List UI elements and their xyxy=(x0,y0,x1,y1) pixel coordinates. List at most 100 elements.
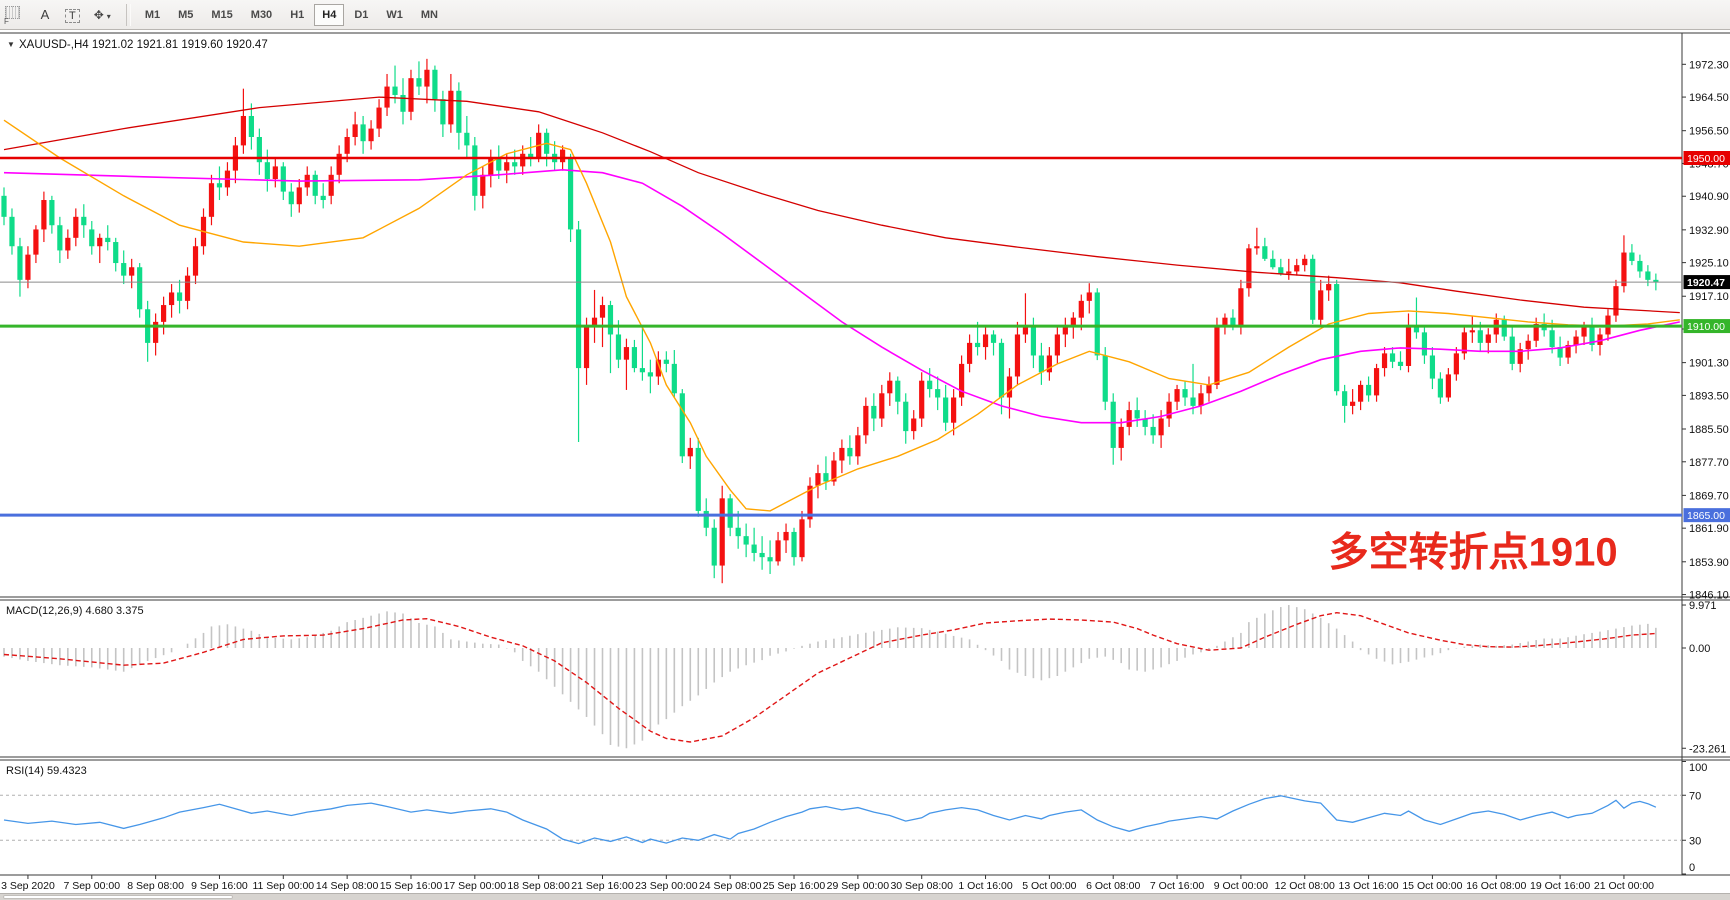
ma-fast-orange xyxy=(3,119,1680,512)
arrows-tool-button[interactable]: ✥ ▾ xyxy=(87,3,118,27)
svg-text:7 Oct 16:00: 7 Oct 16:00 xyxy=(1150,880,1204,892)
svg-text:1950.00: 1950.00 xyxy=(1687,153,1725,165)
svg-text:1972.30: 1972.30 xyxy=(1689,59,1729,71)
svg-text:29 Sep 00:00: 29 Sep 00:00 xyxy=(827,880,890,892)
svg-text:1920.47: 1920.47 xyxy=(1687,277,1725,289)
timeframe-M30-button[interactable]: M30 xyxy=(243,4,280,26)
timeframe-M15-button[interactable]: M15 xyxy=(203,4,240,26)
svg-text:0.00: 0.00 xyxy=(1689,643,1710,655)
rsi-line xyxy=(3,795,1657,845)
svg-text:70: 70 xyxy=(1689,790,1701,802)
svg-text:7 Sep 00:00: 7 Sep 00:00 xyxy=(63,880,120,892)
toolbar-separator xyxy=(125,3,131,26)
svg-text:1885.50: 1885.50 xyxy=(1689,424,1729,436)
svg-text:24 Sep 08:00: 24 Sep 08:00 xyxy=(699,880,762,892)
axis-label-support-1865: 1865.00 xyxy=(1683,508,1730,523)
chart-canvas[interactable]: ▼ XAUUSD-,H4 1921.02 1921.81 1919.60 1920… xyxy=(0,30,1730,900)
timeframe-group: M1 M5 M15 M30 H1 H4 D1 W1 MN xyxy=(137,3,446,26)
svg-text:1877.70: 1877.70 xyxy=(1689,457,1729,469)
svg-text:11 Sep 00:00: 11 Sep 00:00 xyxy=(252,880,314,892)
timeframe-M5-button[interactable]: M5 xyxy=(170,4,201,26)
text-tool-button[interactable]: A xyxy=(32,3,58,27)
arrows-icon: ✥ xyxy=(93,8,104,22)
price-axis: 1972.301964.501956.501948.701940.901932.… xyxy=(1682,59,1730,602)
svg-text:1956.50: 1956.50 xyxy=(1689,126,1729,138)
svg-text:1869.70: 1869.70 xyxy=(1689,490,1729,502)
svg-text:30: 30 xyxy=(1689,835,1701,847)
svg-text:▼: ▼ xyxy=(7,40,15,49)
timeframe-W1-button[interactable]: W1 xyxy=(378,4,411,26)
svg-text:-23.261: -23.261 xyxy=(1689,743,1726,755)
svg-text:13 Oct 16:00: 13 Oct 16:00 xyxy=(1339,880,1399,892)
svg-text:3 Sep 2020: 3 Sep 2020 xyxy=(1,880,55,892)
svg-text:1893.50: 1893.50 xyxy=(1689,390,1729,402)
svg-text:1940.90: 1940.90 xyxy=(1689,191,1729,203)
chart-area[interactable]: ▼ XAUUSD-,H4 1921.02 1921.81 1919.60 1920… xyxy=(0,30,1730,900)
svg-text:9.971: 9.971 xyxy=(1689,600,1717,612)
macd-panel: MACD(12,26,9) 4.680 3.375 9.971 0.00 -23.26… xyxy=(3,600,1726,755)
svg-text:23 Sep 00:00: 23 Sep 00:00 xyxy=(635,880,698,892)
svg-text:17 Sep 00:00: 17 Sep 00:00 xyxy=(444,880,507,892)
axis-label-resistance-1950: 1950.00 xyxy=(1683,151,1730,165)
toolbar-grip-icon[interactable]: F xyxy=(2,4,28,26)
rsi-panel: 100 70 30 0 RSI(14) 59.4323 xyxy=(0,761,1707,875)
svg-text:1901.30: 1901.30 xyxy=(1689,358,1729,370)
svg-text:1917.10: 1917.10 xyxy=(1689,291,1729,303)
textbox-icon: T xyxy=(65,9,80,23)
svg-text:1964.50: 1964.50 xyxy=(1689,92,1729,104)
macd-signal-line xyxy=(3,611,1656,743)
timeframe-D1-button[interactable]: D1 xyxy=(346,4,376,26)
svg-text:1910.00: 1910.00 xyxy=(1687,321,1725,333)
timeframe-H1-button[interactable]: H1 xyxy=(282,4,312,26)
dropdown-caret-icon: ▾ xyxy=(106,12,111,21)
svg-text:XAUUSD-,H4 1921.02 1921.81 19: XAUUSD-,H4 1921.02 1921.81 1919.60 1920.… xyxy=(19,39,268,51)
macd-label: MACD(12,26,9) 4.680 3.375 xyxy=(6,605,144,617)
svg-text:1 Oct 16:00: 1 Oct 16:00 xyxy=(958,880,1012,892)
date-axis: 3 Sep 2020 7 Sep 00:00 8 Sep 08:00 9 Sep 16… xyxy=(1,875,1654,892)
svg-text:0: 0 xyxy=(1689,862,1695,874)
svg-text:8 Sep 08:00: 8 Sep 08:00 xyxy=(127,880,184,892)
symbol-header: ▼ XAUUSD-,H4 1921.02 1921.81 1919.60 1920… xyxy=(7,39,268,51)
svg-text:1861.90: 1861.90 xyxy=(1689,523,1729,535)
status-strip xyxy=(0,893,1730,900)
textbox-tool-button[interactable]: T xyxy=(58,3,87,27)
svg-text:18 Sep 08:00: 18 Sep 08:00 xyxy=(507,880,570,892)
svg-text:1853.90: 1853.90 xyxy=(1689,557,1729,569)
ma-slow-red xyxy=(3,96,1680,314)
svg-text:21 Sep 16:00: 21 Sep 16:00 xyxy=(571,880,634,892)
panel-borders xyxy=(0,32,1730,876)
svg-text:25 Sep 16:00: 25 Sep 16:00 xyxy=(763,880,826,892)
svg-text:5 Oct 00:00: 5 Oct 00:00 xyxy=(1022,880,1076,892)
svg-text:15 Sep 16:00: 15 Sep 16:00 xyxy=(380,880,443,892)
rsi-label: RSI(14) 59.4323 xyxy=(6,765,87,777)
candles xyxy=(1,58,1659,584)
svg-text:30 Sep 08:00: 30 Sep 08:00 xyxy=(890,880,953,892)
timeframe-MN-button[interactable]: MN xyxy=(413,4,446,26)
svg-text:14 Sep 08:00: 14 Sep 08:00 xyxy=(316,880,379,892)
svg-text:21 Oct 00:00: 21 Oct 00:00 xyxy=(1594,880,1654,892)
status-strip-box xyxy=(3,895,233,899)
main-panel: ▼ XAUUSD-,H4 1921.02 1921.81 1919.60 1920… xyxy=(0,39,1682,584)
svg-text:100: 100 xyxy=(1689,762,1707,774)
svg-text:1865.00: 1865.00 xyxy=(1687,510,1725,522)
ma-mid-magenta xyxy=(3,168,1680,424)
timeframe-H4-button[interactable]: H4 xyxy=(314,3,345,26)
svg-text:16 Oct 08:00: 16 Oct 08:00 xyxy=(1466,880,1526,892)
grip-label: F xyxy=(4,16,9,26)
svg-text:1932.90: 1932.90 xyxy=(1689,225,1729,237)
svg-text:12 Oct 08:00: 12 Oct 08:00 xyxy=(1275,880,1335,892)
axis-label-current-price: 1920.47 xyxy=(1683,275,1730,290)
svg-text:1925.10: 1925.10 xyxy=(1689,258,1729,270)
svg-text:19 Oct 16:00: 19 Oct 16:00 xyxy=(1530,880,1590,892)
svg-text:9 Oct 00:00: 9 Oct 00:00 xyxy=(1214,880,1268,892)
grip-dots-icon xyxy=(5,5,20,19)
svg-text:6 Oct 08:00: 6 Oct 08:00 xyxy=(1086,880,1140,892)
toolbar: F A T ✥ ▾ M1 M5 M15 M30 H1 H4 D1 W1 MN xyxy=(0,0,1730,30)
macd-histogram xyxy=(3,605,1657,749)
timeframe-M1-button[interactable]: M1 xyxy=(137,4,168,26)
svg-text:15 Oct 00:00: 15 Oct 00:00 xyxy=(1402,880,1462,892)
svg-text:1846.10: 1846.10 xyxy=(1689,590,1729,602)
axis-label-pivot-1910: 1910.00 xyxy=(1683,319,1730,334)
annotation-text[interactable]: 多空转折点1910 xyxy=(1329,531,1618,575)
